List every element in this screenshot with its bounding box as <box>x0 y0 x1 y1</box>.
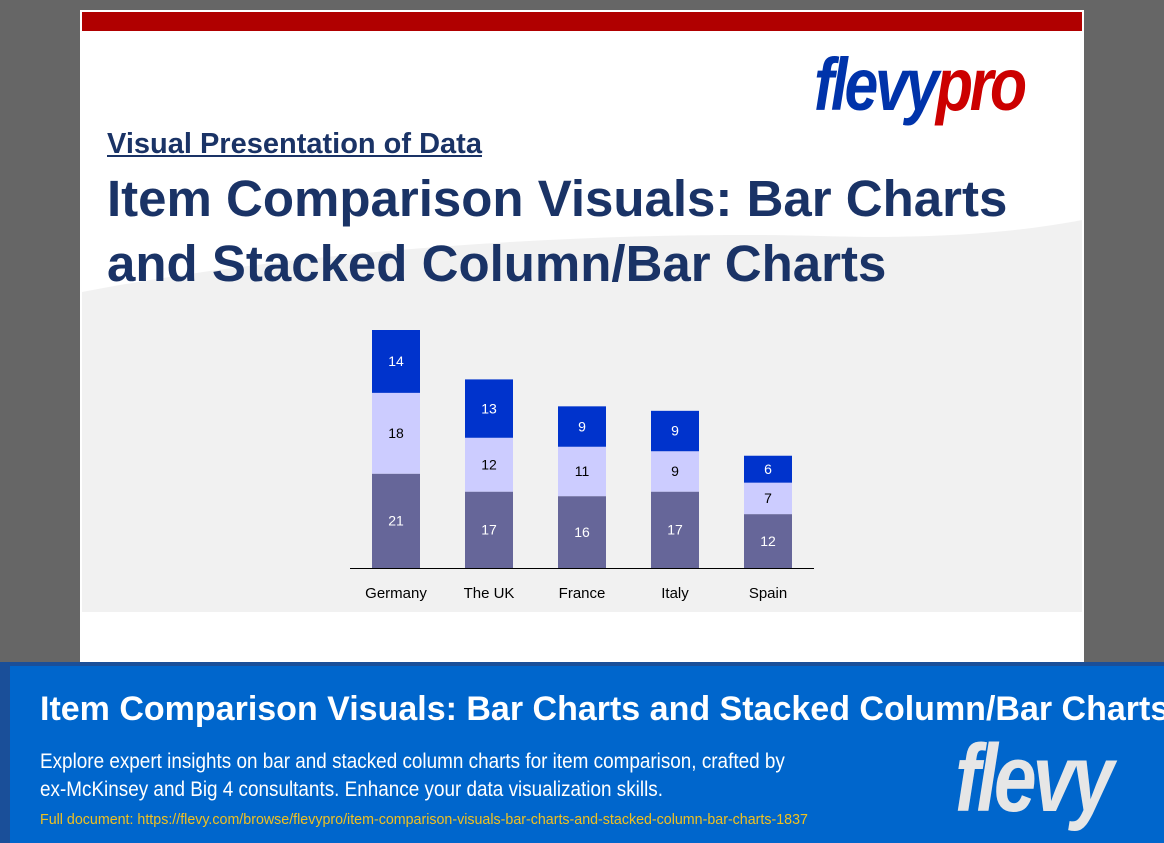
title-line: Item Comparison Visuals: Bar Charts <box>107 170 1008 227</box>
data-label: 17 <box>481 522 497 538</box>
banner-logo: flevy <box>955 725 1114 832</box>
x-tick-label: Spain <box>749 585 787 602</box>
banner-link[interactable]: Full document: https://flevy.com/browse/… <box>40 811 808 828</box>
data-label: 21 <box>388 513 404 529</box>
data-label: 17 <box>667 522 683 538</box>
banner-strip <box>0 662 10 843</box>
data-label: 12 <box>760 533 776 549</box>
data-label: 6 <box>764 461 772 477</box>
banner-border <box>0 662 1164 666</box>
bar-segment <box>465 491 513 568</box>
bar-segment <box>372 392 420 474</box>
bar-segment <box>465 379 513 438</box>
bar-segment <box>651 491 699 568</box>
title: Item Comparison Visuals: Bar Charts and … <box>107 166 1007 296</box>
banner: Item Comparison Visuals: Bar Charts and … <box>0 662 1164 843</box>
data-label: 14 <box>388 353 404 369</box>
data-label: 9 <box>671 463 679 479</box>
data-label: 9 <box>671 423 679 439</box>
x-tick-label: Italy <box>661 585 689 602</box>
bar-segment <box>744 455 792 483</box>
bar-segment <box>651 451 699 492</box>
description-line: ex-McKinsey and Big 4 consultants. Enhan… <box>40 778 663 801</box>
data-label: 16 <box>574 524 590 540</box>
bar-segment <box>465 437 513 492</box>
x-tick-label: France <box>559 585 606 602</box>
bar-segment <box>744 482 792 515</box>
data-label: 18 <box>388 425 404 441</box>
bar-segment <box>651 410 699 452</box>
description-line: Explore expert insights on bar and stack… <box>40 750 785 773</box>
data-label: 11 <box>575 463 590 479</box>
bar-segment <box>744 514 792 568</box>
data-label: 12 <box>481 456 497 472</box>
logo: flevypro <box>814 42 1027 127</box>
red-bar <box>82 12 1082 31</box>
data-label: 13 <box>481 400 497 416</box>
title-line: and Stacked Column/Bar Charts <box>107 235 887 292</box>
banner-description: Explore expert insights on bar and stack… <box>40 748 785 804</box>
logo-part: pro <box>935 43 1027 126</box>
x-tick-label: The UK <box>464 585 515 602</box>
logo-part: flevy <box>814 43 939 126</box>
subtitle: Visual Presentation of Data <box>107 128 482 160</box>
bar-segment <box>558 406 606 447</box>
bar-segment <box>558 446 606 497</box>
bar-segment <box>558 496 606 568</box>
bar-segment <box>372 473 420 568</box>
banner-title: Item Comparison Visuals: Bar Charts and … <box>40 690 1164 728</box>
x-tick-label: Germany <box>365 585 427 602</box>
bar-segment <box>372 330 420 393</box>
data-label: 7 <box>764 490 772 506</box>
data-label: 9 <box>578 418 586 434</box>
